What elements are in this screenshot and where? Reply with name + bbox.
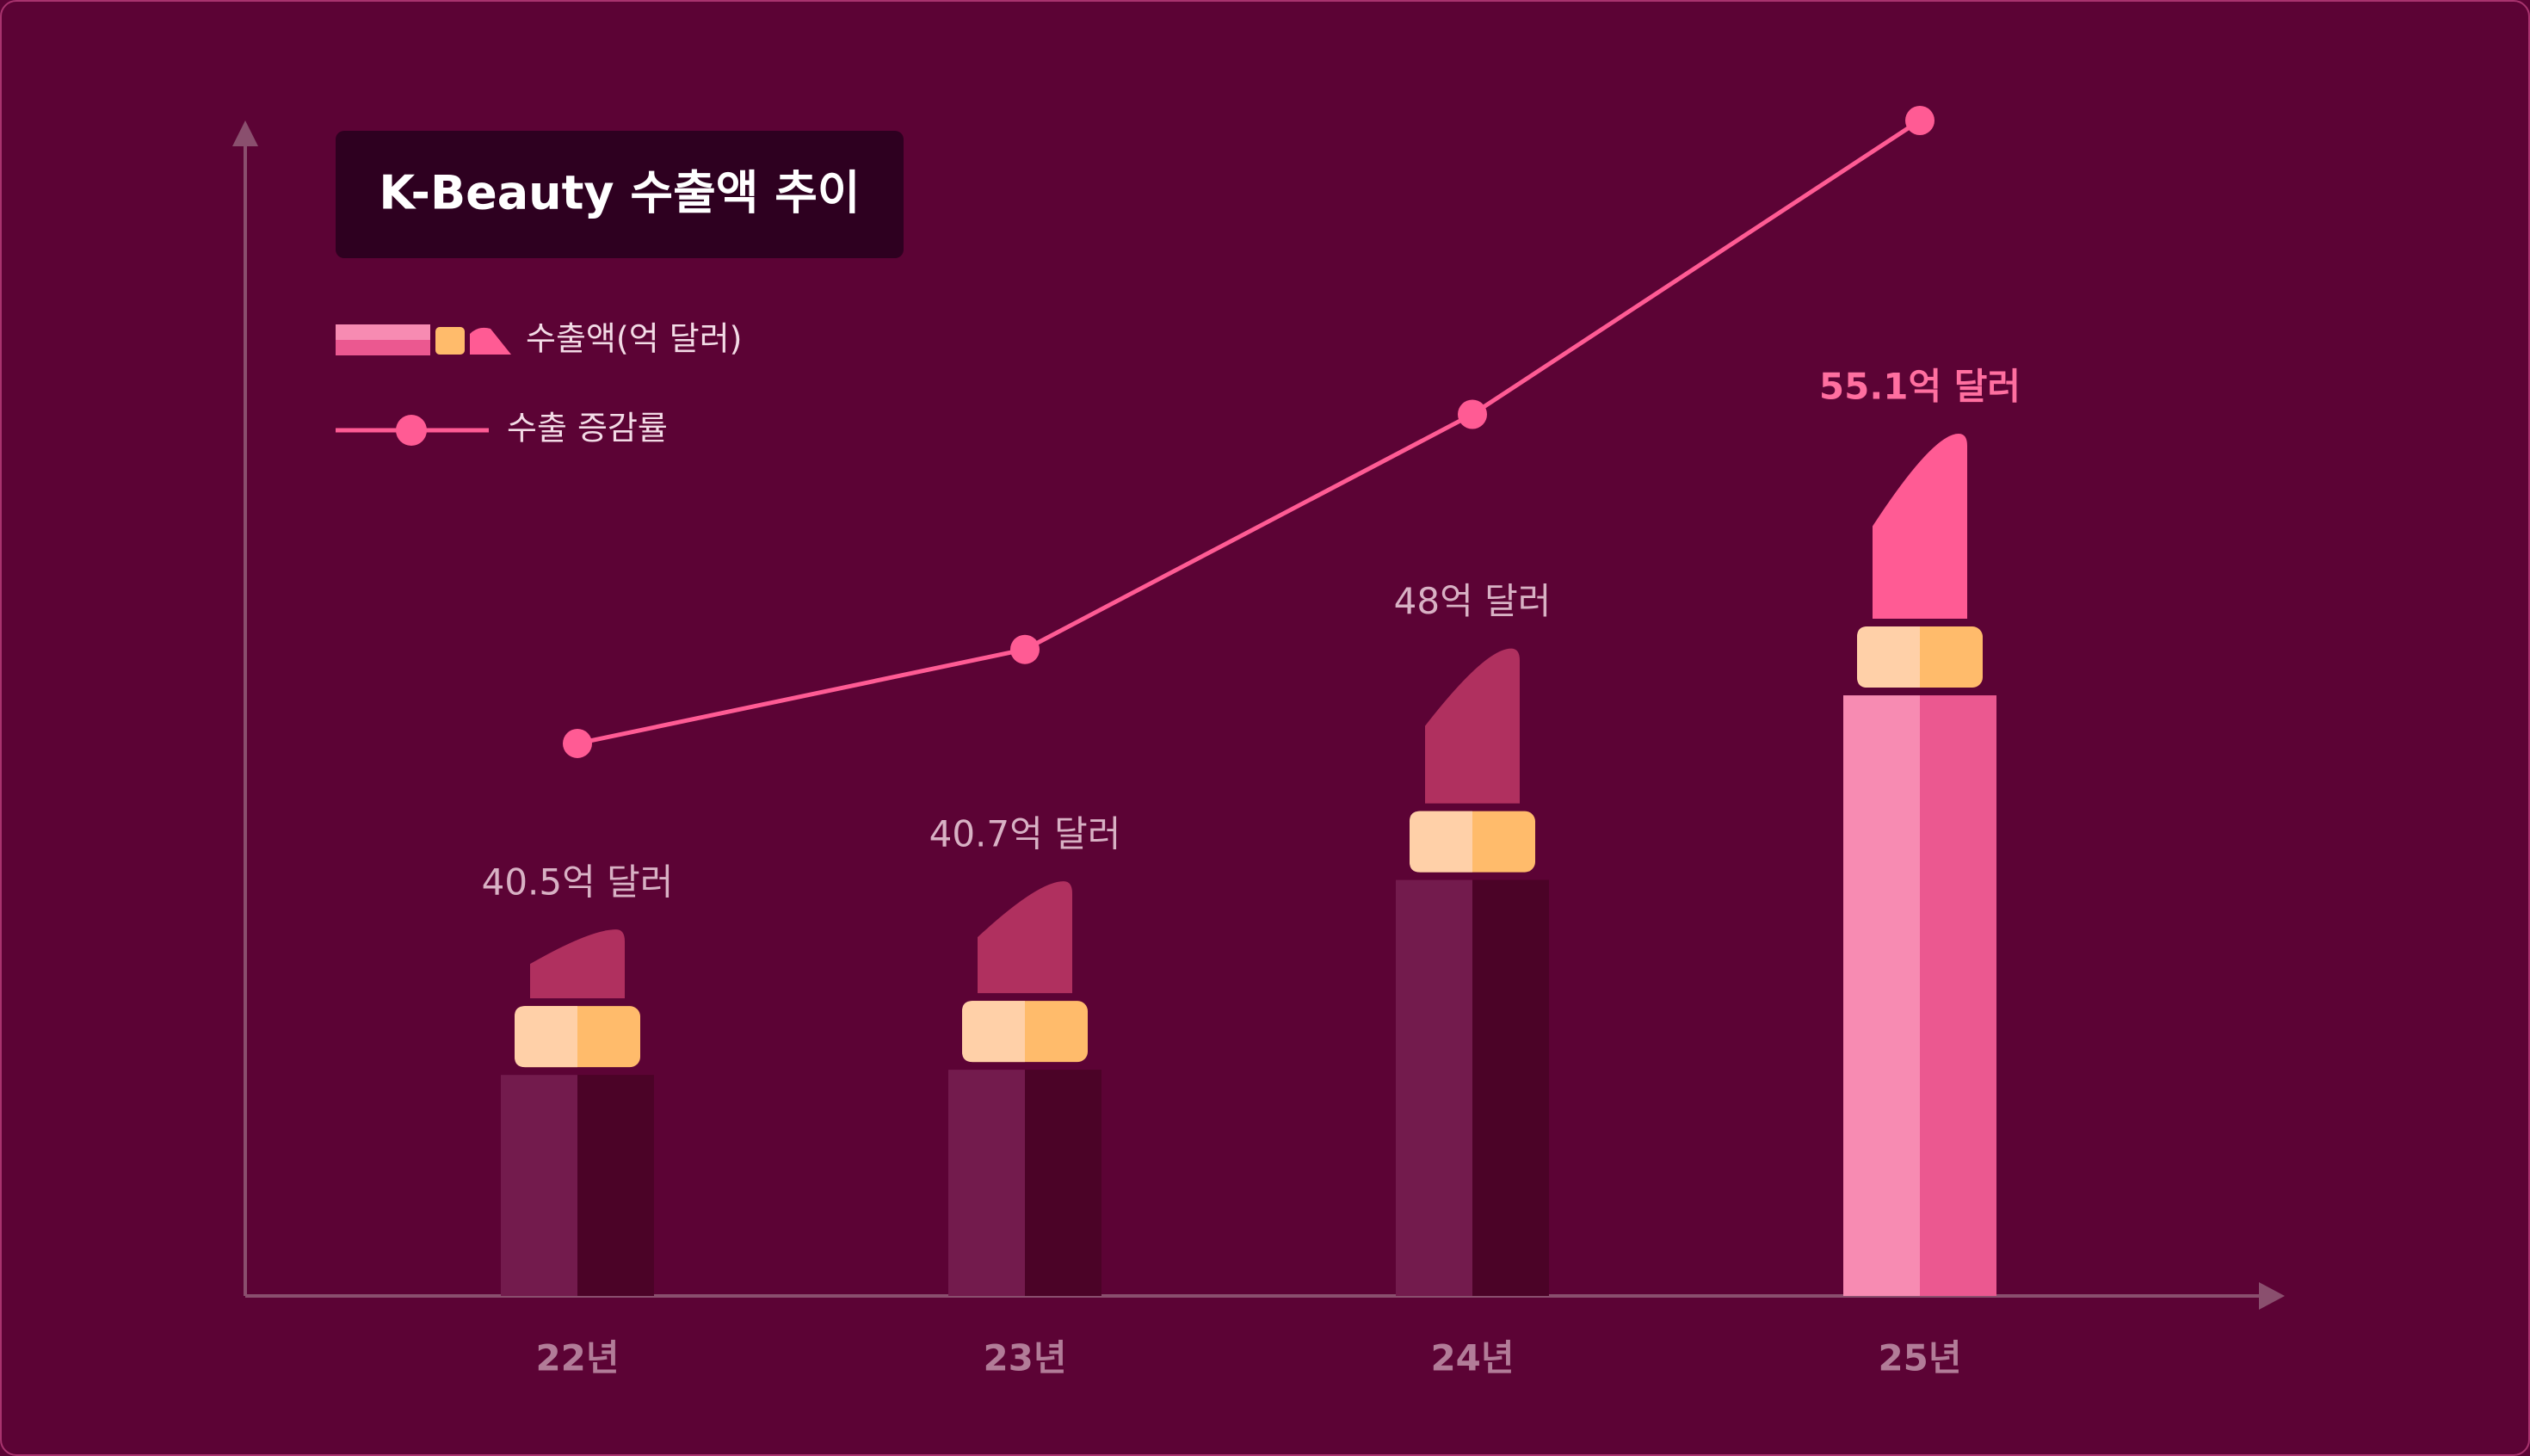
bar-shade [1920,695,1996,1296]
lipstick-tip [530,929,625,999]
bar [948,1070,1025,1296]
line-point [563,728,592,758]
value-label: 55.1억 달러 [1819,366,2021,408]
lipstick-tip [978,881,1072,994]
bar-shade [1025,1070,1101,1296]
value-label: 48억 달러 [1394,580,1552,622]
line [577,118,1922,746]
x-tick-label: 24년 [1430,1337,1514,1379]
legend-label: 수출액(억 달러) [526,320,743,358]
lipstick-cap-light [962,1001,1025,1063]
chart-title: K-Beauty 수출액 추이 [379,166,860,220]
x-tick-label: 22년 [535,1337,619,1379]
y-axis-arrow [232,120,258,146]
lipstick-cap-light [1410,811,1472,873]
lipstick-tip [1873,434,1967,620]
lipstick-tip [1425,648,1520,804]
x-tick-label: 25년 [1878,1337,1961,1379]
legend-icon [396,415,427,446]
bar [1843,695,1920,1296]
legend-icon [336,340,430,355]
legend-icon [470,327,511,355]
bar-shade [577,1075,654,1296]
legend-icon [336,324,430,340]
legend-label: 수출 증감률 [507,410,668,447]
line-point [1905,106,1935,135]
value-label: 40.7억 달러 [929,813,1121,855]
x-tick-label: 23년 [983,1337,1066,1379]
line-point [1010,634,1040,664]
bar-shade [1472,879,1549,1296]
bar [501,1075,577,1296]
lipstick-cap-light [1857,626,1920,688]
value-label: 40.5억 달러 [482,861,674,904]
line-point [1458,399,1487,429]
x-axis-arrow [2259,1282,2285,1310]
legend-icon [435,327,465,355]
lipstick-cap-light [515,1006,577,1068]
legend: 수출액(억 달러) 수출 증감률 [336,320,743,447]
title-box [336,131,904,258]
bar [1396,879,1472,1296]
